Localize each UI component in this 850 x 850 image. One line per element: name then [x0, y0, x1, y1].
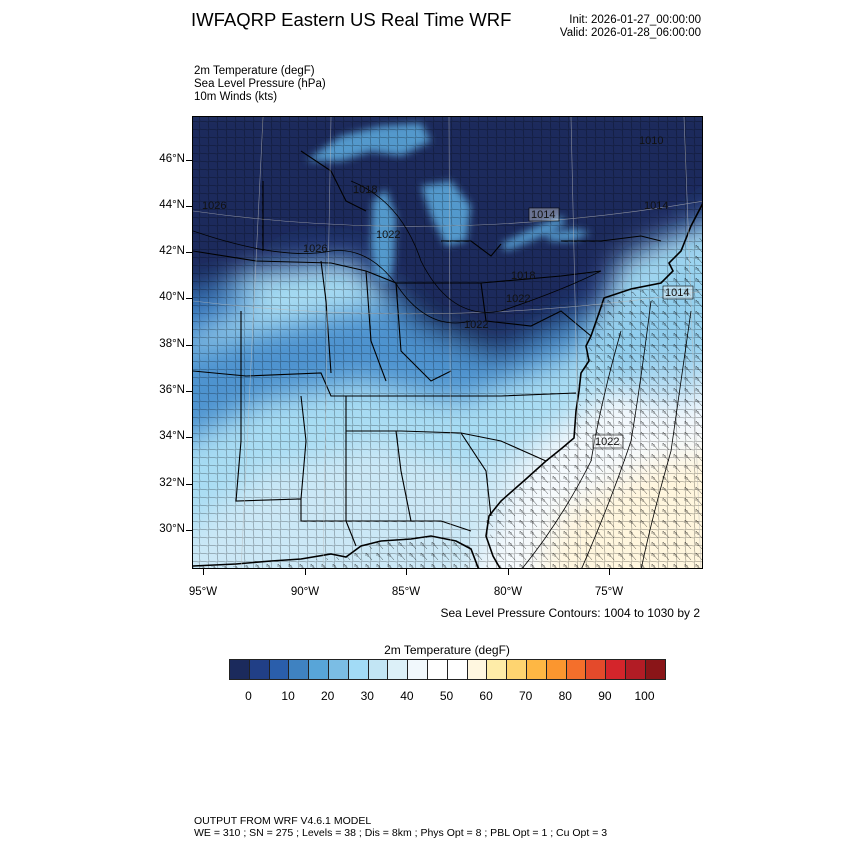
lat-label: 46°N: [159, 153, 185, 165]
contour-label: 1010: [639, 135, 663, 147]
lat-tick: [186, 298, 192, 299]
colorbar-swatch: [467, 660, 488, 679]
lat-tick: [186, 437, 192, 438]
lat-label: 32°N: [159, 477, 185, 489]
wind-barbs-ocean: [486, 234, 702, 568]
colorbar-swatch: [546, 660, 567, 679]
contour-label: 1022: [595, 436, 619, 448]
colorbar-swatch: [427, 660, 448, 679]
contour-label-box: [592, 434, 624, 449]
lat-tick: [186, 345, 192, 346]
lon-tick: [406, 569, 407, 575]
contour-label: 1022: [376, 229, 400, 241]
footer-config: WE = 310 ; SN = 275 ; Levels = 38 ; Dis …: [194, 827, 608, 839]
contour-label: 1022: [506, 293, 530, 305]
colorbar-label: 30: [360, 689, 374, 703]
field-label-temperature: 2m Temperature (degF): [194, 65, 315, 77]
contour-label-box: [528, 207, 560, 222]
lat-tick: [186, 160, 192, 161]
lat-label: 30°N: [159, 523, 185, 535]
lon-tick: [609, 569, 610, 575]
valid-time: Valid: 2026-01-28_06:00:00: [559, 27, 701, 39]
plot-title: IWFAQRP Eastern US Real Time WRF: [191, 9, 512, 30]
lat-label: 34°N: [159, 430, 185, 442]
contour-label: 1026: [202, 200, 226, 212]
colorbar-label: 60: [479, 689, 493, 703]
colorbar-swatch: [487, 660, 508, 679]
contour-label: 1018: [353, 184, 377, 196]
colorbar-swatch: [645, 660, 665, 679]
init-time: Init: 2026-01-27_00:00:00: [569, 14, 701, 26]
colorbar-swatch: [507, 660, 527, 679]
colorbar-swatch: [348, 660, 369, 679]
colorbar-label: 50: [439, 689, 454, 703]
contour-labels: 1026 1018 1022 1026 1014 1010 1014 1018 1022 1022…: [202, 135, 694, 449]
colorbar-label: 40: [400, 689, 414, 703]
colorbar-swatch: [447, 660, 468, 679]
colorbar-swatch: [388, 660, 409, 679]
contour-label-box: [662, 285, 694, 300]
colorbar-label: 20: [321, 689, 335, 703]
colorbar-swatch: [526, 660, 547, 679]
field-label-pressure: Sea Level Pressure (hPa): [194, 78, 326, 90]
lon-tick: [508, 569, 509, 575]
lon-label: 75°W: [594, 586, 624, 598]
lat-label: 38°N: [159, 338, 185, 350]
colorbar-swatch: [289, 660, 310, 679]
colorbar-swatch: [625, 660, 646, 679]
field-label-winds: 10m Winds (kts): [194, 91, 278, 103]
lon-label: 80°W: [493, 586, 523, 598]
map-canvas: 1026 1018 1022 1026 1014 1010 1014 1018 1022 1022…: [193, 117, 702, 568]
colorbar-swatch: [566, 660, 587, 679]
contours-note: Sea Level Pressure Contours: 1004 to 103…: [440, 606, 701, 620]
lat-label: 40°N: [159, 291, 185, 303]
lon-label: 85°W: [391, 586, 421, 598]
lon-tick: [203, 569, 204, 575]
lat-label: 42°N: [159, 245, 185, 257]
colorbar-swatch: [309, 660, 329, 679]
coastlines: [193, 203, 702, 568]
colorbar-swatch: [328, 660, 349, 679]
contour-label: 1014: [644, 200, 668, 212]
contour-label: 1026: [303, 243, 327, 255]
lon-tick: [305, 569, 306, 575]
colorbar-label: 0: [245, 689, 252, 703]
colorbar-swatch: [230, 660, 250, 679]
lat-tick: [186, 252, 192, 253]
weather-map: 1026 1018 1022 1026 1014 1010 1014 1018 1022 1022…: [192, 116, 703, 569]
colorbar-swatch: [586, 660, 607, 679]
colorbar-swatch: [269, 660, 290, 679]
state-borders: [193, 150, 662, 547]
wind-barbs-gulf: [193, 536, 490, 568]
colorbar-label: 10: [281, 689, 295, 703]
colorbar-swatch: [368, 660, 389, 679]
colorbar-label: 100: [634, 689, 655, 703]
contour-label: 1014: [665, 287, 689, 299]
lat-label: 36°N: [159, 384, 185, 396]
contour-label: 1022: [464, 319, 488, 331]
lat-label: 44°N: [159, 199, 185, 211]
colorbar-label: 70: [519, 689, 533, 703]
contour-label: 1018: [511, 270, 535, 282]
colorbar-swatch: [249, 660, 270, 679]
lat-lon-grid: [193, 117, 702, 568]
lat-tick: [186, 206, 192, 207]
colorbar-swatch: [606, 660, 626, 679]
lat-tick: [186, 530, 192, 531]
lon-label: 90°W: [290, 586, 320, 598]
lat-tick: [186, 484, 192, 485]
colorbar-label: 80: [558, 689, 572, 703]
colorbar-label: 90: [598, 689, 612, 703]
contour-label: 1014: [531, 209, 555, 221]
footer-model: OUTPUT FROM WRF V4.6.1 MODEL: [194, 815, 372, 827]
colorbar-title: 2m Temperature (degF): [384, 643, 510, 657]
colorbar: [229, 659, 666, 680]
pressure-contours: [193, 180, 692, 568]
lat-tick: [186, 391, 192, 392]
lon-label: 95°W: [188, 586, 218, 598]
colorbar-swatch: [408, 660, 428, 679]
